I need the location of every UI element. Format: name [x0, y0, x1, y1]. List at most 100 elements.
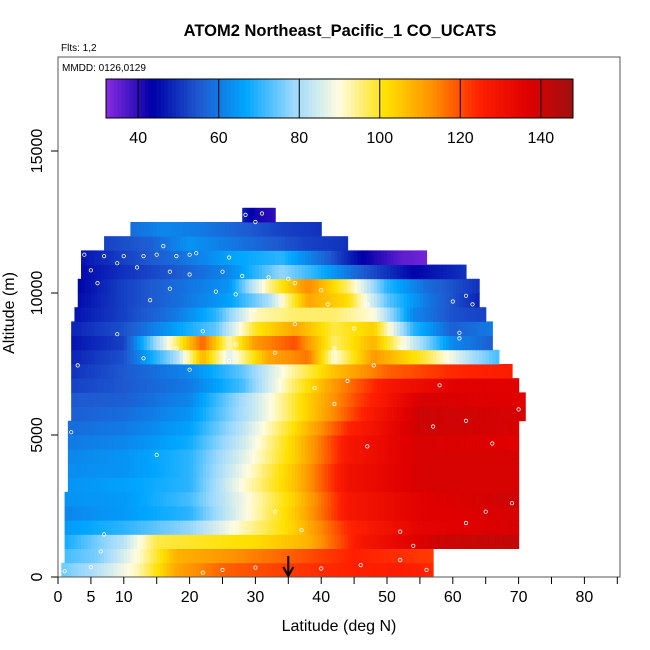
heatmap-cell — [502, 463, 507, 478]
heatmap-cell — [439, 506, 444, 521]
sample-point — [187, 367, 192, 372]
heatmap-cell — [166, 534, 171, 549]
heatmap-cell — [387, 349, 391, 365]
colorbar-segment — [518, 79, 523, 118]
heatmap-cell — [215, 449, 220, 464]
heatmap-cell — [410, 420, 414, 436]
heatmap-cell — [449, 349, 454, 365]
heatmap-cell — [327, 435, 332, 450]
heatmap-cell — [340, 349, 345, 365]
heatmap-cell — [235, 449, 240, 464]
heatmap-cell — [189, 278, 194, 294]
heatmap-cell — [456, 463, 460, 478]
heatmap-cell — [127, 264, 131, 280]
heatmap-cell — [344, 463, 349, 478]
heatmap-cell — [340, 477, 345, 493]
heatmap-cell — [87, 321, 92, 336]
heatmap-cell — [347, 520, 352, 535]
heatmap-cell — [97, 364, 102, 379]
heatmap-cell — [419, 278, 424, 294]
heatmap-cell — [206, 491, 210, 507]
heatmap-cell — [505, 364, 510, 379]
heatmap-cell — [390, 335, 395, 351]
heatmap-cell — [278, 264, 283, 280]
heatmap-cell — [278, 420, 283, 436]
heatmap-cell — [363, 463, 368, 478]
heatmap-cell — [199, 463, 204, 478]
heatmap-cell — [127, 321, 131, 336]
heatmap-cell — [373, 250, 378, 265]
heatmap-cell — [238, 435, 243, 450]
heatmap-cell — [331, 506, 335, 521]
heatmap-cell — [298, 222, 303, 237]
heatmap-cell — [452, 349, 457, 365]
heatmap-cell — [104, 520, 108, 535]
heatmap-cell — [294, 420, 299, 436]
heatmap-cell — [107, 406, 112, 422]
heatmap-cell — [219, 236, 224, 251]
heatmap-cell — [140, 406, 145, 422]
heatmap-cell — [337, 548, 342, 564]
heatmap-cell — [97, 463, 102, 478]
heatmap-cell — [403, 406, 408, 422]
heatmap-cell — [133, 562, 138, 578]
heatmap-cell — [410, 250, 414, 265]
heatmap-cell — [222, 278, 227, 294]
heatmap-cell — [383, 534, 388, 549]
heatmap-cell — [87, 477, 92, 493]
heatmap-cell — [387, 406, 391, 422]
heatmap-cell — [377, 364, 382, 379]
heatmap-cell — [202, 236, 207, 251]
heatmap-cell — [97, 307, 102, 322]
heatmap-cell — [153, 548, 158, 564]
heatmap-cell — [410, 449, 414, 464]
sample-point — [509, 501, 515, 506]
heatmap-cell — [331, 250, 335, 265]
heatmap-cell — [136, 349, 141, 365]
heatmap-cell — [235, 435, 240, 450]
heatmap-cell — [169, 449, 174, 464]
heatmap-cell — [150, 520, 155, 535]
heatmap-cell — [192, 307, 197, 322]
heatmap-cell — [153, 534, 158, 549]
heatmap-cell — [502, 534, 507, 549]
heatmap-cell — [433, 307, 437, 322]
colorbar-segment — [510, 79, 516, 118]
heatmap-cell — [153, 435, 158, 450]
heatmap-cell — [304, 520, 309, 535]
sample-point — [227, 255, 232, 260]
heatmap-cell — [71, 463, 76, 478]
heatmap-cell — [459, 293, 464, 308]
heatmap-cell — [183, 562, 187, 578]
heatmap-cell — [107, 250, 112, 265]
sample-point — [141, 356, 146, 361]
heatmap-cell — [370, 349, 375, 365]
heatmap-cell — [357, 307, 362, 322]
heatmap-cell — [294, 278, 299, 294]
heatmap-cell — [245, 491, 250, 507]
colorbar-segment — [460, 79, 465, 118]
heatmap-cell — [255, 307, 260, 322]
heatmap-cell — [150, 278, 155, 294]
heatmap-cell — [324, 520, 329, 535]
heatmap-cell — [225, 548, 230, 564]
heatmap-cell — [340, 335, 345, 351]
heatmap-cell — [429, 435, 434, 450]
heatmap-cell — [317, 349, 322, 365]
heatmap-cell — [337, 534, 342, 549]
heatmap-cell — [77, 321, 82, 336]
heatmap-cell — [508, 506, 513, 521]
heatmap-cell — [505, 378, 510, 393]
heatmap-cell — [387, 491, 391, 507]
heatmap-cell — [281, 236, 286, 251]
heatmap-cell — [449, 378, 454, 393]
heatmap-cell — [298, 463, 303, 478]
heatmap-cell — [163, 506, 168, 521]
heatmap-cell — [248, 477, 253, 493]
heatmap-cell — [107, 293, 112, 308]
heatmap-cell — [153, 307, 158, 322]
heatmap-cell — [278, 435, 283, 450]
heatmap-cell — [229, 449, 233, 464]
heatmap-cell — [485, 463, 490, 478]
heatmap-cell — [393, 250, 398, 265]
